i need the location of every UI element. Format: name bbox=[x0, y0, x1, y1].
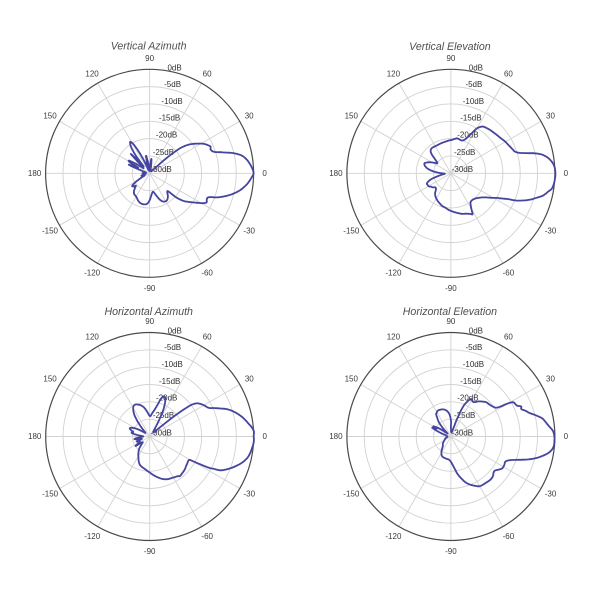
svg-text:90: 90 bbox=[446, 317, 455, 326]
svg-text:60: 60 bbox=[504, 333, 513, 342]
svg-text:30: 30 bbox=[245, 112, 254, 121]
svg-text:90: 90 bbox=[145, 54, 154, 63]
svg-text:Horizontal Azimuth: Horizontal Azimuth bbox=[104, 306, 193, 318]
svg-text:30: 30 bbox=[546, 375, 555, 384]
svg-text:-30dB: -30dB bbox=[452, 165, 473, 174]
svg-text:120: 120 bbox=[85, 69, 99, 78]
svg-text:-5dB: -5dB bbox=[164, 80, 181, 89]
svg-text:-60: -60 bbox=[503, 532, 515, 541]
svg-text:-25dB: -25dB bbox=[454, 411, 475, 420]
svg-text:0: 0 bbox=[262, 432, 267, 441]
svg-text:120: 120 bbox=[86, 333, 100, 342]
svg-text:-25dB: -25dB bbox=[454, 148, 475, 157]
svg-text:-120: -120 bbox=[385, 532, 402, 541]
svg-text:0dB: 0dB bbox=[168, 327, 182, 336]
svg-text:180: 180 bbox=[329, 169, 343, 178]
svg-text:-90: -90 bbox=[445, 284, 457, 293]
svg-text:-60: -60 bbox=[201, 532, 213, 541]
svg-text:-25dB: -25dB bbox=[153, 148, 174, 157]
svg-text:0: 0 bbox=[564, 169, 569, 178]
svg-text:90: 90 bbox=[446, 54, 455, 63]
svg-text:180: 180 bbox=[28, 432, 42, 441]
svg-text:150: 150 bbox=[345, 375, 359, 384]
svg-text:-5dB: -5dB bbox=[164, 343, 181, 352]
svg-text:-150: -150 bbox=[42, 227, 59, 236]
svg-text:-60: -60 bbox=[503, 269, 515, 278]
svg-text:150: 150 bbox=[43, 375, 57, 384]
svg-text:-20dB: -20dB bbox=[457, 394, 478, 403]
svg-text:60: 60 bbox=[504, 69, 513, 78]
svg-text:180: 180 bbox=[28, 169, 42, 178]
svg-text:Vertical Azimuth: Vertical Azimuth bbox=[111, 41, 187, 53]
svg-text:-90: -90 bbox=[445, 547, 457, 556]
svg-text:0dB: 0dB bbox=[469, 327, 483, 336]
svg-text:60: 60 bbox=[203, 333, 212, 342]
svg-text:-60: -60 bbox=[201, 269, 213, 278]
svg-text:Vertical Elevation: Vertical Elevation bbox=[409, 41, 491, 53]
svg-text:150: 150 bbox=[43, 112, 57, 121]
svg-text:0: 0 bbox=[564, 432, 569, 441]
svg-text:-15dB: -15dB bbox=[460, 377, 481, 386]
svg-text:0: 0 bbox=[262, 169, 267, 178]
svg-text:30: 30 bbox=[546, 112, 555, 121]
svg-text:-150: -150 bbox=[42, 490, 59, 499]
svg-text:-20dB: -20dB bbox=[156, 394, 177, 403]
svg-text:150: 150 bbox=[345, 112, 359, 121]
svg-text:-5dB: -5dB bbox=[465, 80, 482, 89]
svg-text:-20dB: -20dB bbox=[156, 131, 177, 140]
svg-text:-20dB: -20dB bbox=[457, 131, 478, 140]
svg-text:90: 90 bbox=[145, 317, 154, 326]
svg-text:-10dB: -10dB bbox=[463, 360, 484, 369]
svg-text:0dB: 0dB bbox=[167, 64, 181, 73]
svg-text:-90: -90 bbox=[144, 547, 156, 556]
svg-text:-30dB: -30dB bbox=[150, 165, 171, 174]
svg-text:-30: -30 bbox=[244, 490, 256, 499]
svg-text:-30dB: -30dB bbox=[452, 428, 473, 437]
svg-text:-120: -120 bbox=[84, 269, 101, 278]
svg-text:-15dB: -15dB bbox=[460, 114, 481, 123]
svg-text:-30dB: -30dB bbox=[151, 428, 172, 437]
svg-text:180: 180 bbox=[329, 432, 343, 441]
svg-text:-30: -30 bbox=[545, 227, 557, 236]
svg-text:-10dB: -10dB bbox=[162, 360, 183, 369]
svg-text:-30: -30 bbox=[243, 227, 255, 236]
svg-text:-5dB: -5dB bbox=[465, 343, 482, 352]
svg-text:-30: -30 bbox=[545, 490, 557, 499]
svg-text:-150: -150 bbox=[343, 227, 360, 236]
svg-text:-150: -150 bbox=[343, 490, 360, 499]
svg-text:0dB: 0dB bbox=[469, 64, 483, 73]
svg-text:-120: -120 bbox=[84, 532, 101, 541]
svg-text:30: 30 bbox=[245, 375, 254, 384]
svg-text:-25dB: -25dB bbox=[153, 411, 174, 420]
svg-text:120: 120 bbox=[387, 69, 401, 78]
svg-text:120: 120 bbox=[387, 333, 401, 342]
svg-text:Horizontal Elevation: Horizontal Elevation bbox=[403, 306, 497, 318]
svg-text:-10dB: -10dB bbox=[463, 97, 484, 106]
svg-text:60: 60 bbox=[203, 69, 212, 78]
svg-text:-15dB: -15dB bbox=[159, 114, 180, 123]
svg-text:-10dB: -10dB bbox=[161, 97, 182, 106]
svg-text:-15dB: -15dB bbox=[159, 377, 180, 386]
svg-text:-120: -120 bbox=[385, 269, 402, 278]
svg-text:-90: -90 bbox=[144, 284, 156, 293]
